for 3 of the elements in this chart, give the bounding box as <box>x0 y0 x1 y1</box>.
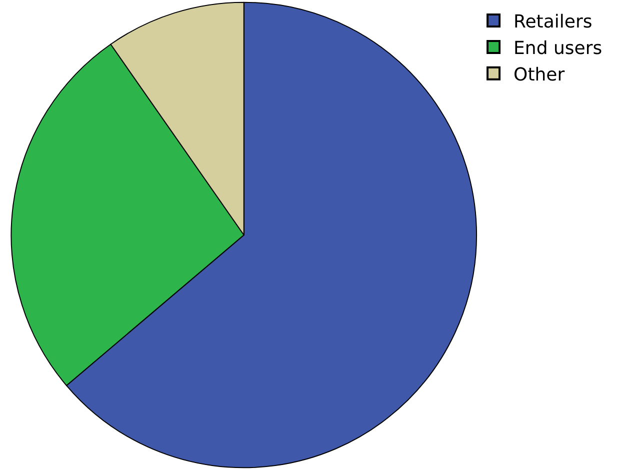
legend-label: End users <box>514 38 602 59</box>
legend-label: Other <box>514 64 566 86</box>
legend-label: Retailers <box>514 12 592 33</box>
